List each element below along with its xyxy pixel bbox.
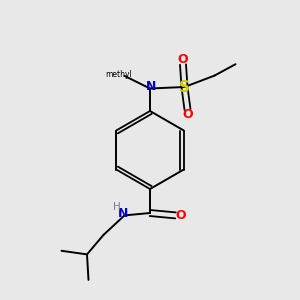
Text: O: O bbox=[176, 209, 186, 222]
Text: N: N bbox=[146, 80, 156, 94]
Text: methyl: methyl bbox=[106, 70, 133, 79]
Text: N: N bbox=[118, 207, 128, 220]
Text: O: O bbox=[182, 108, 193, 122]
Text: O: O bbox=[178, 52, 188, 66]
Text: H: H bbox=[113, 202, 121, 212]
Text: S: S bbox=[179, 80, 190, 94]
